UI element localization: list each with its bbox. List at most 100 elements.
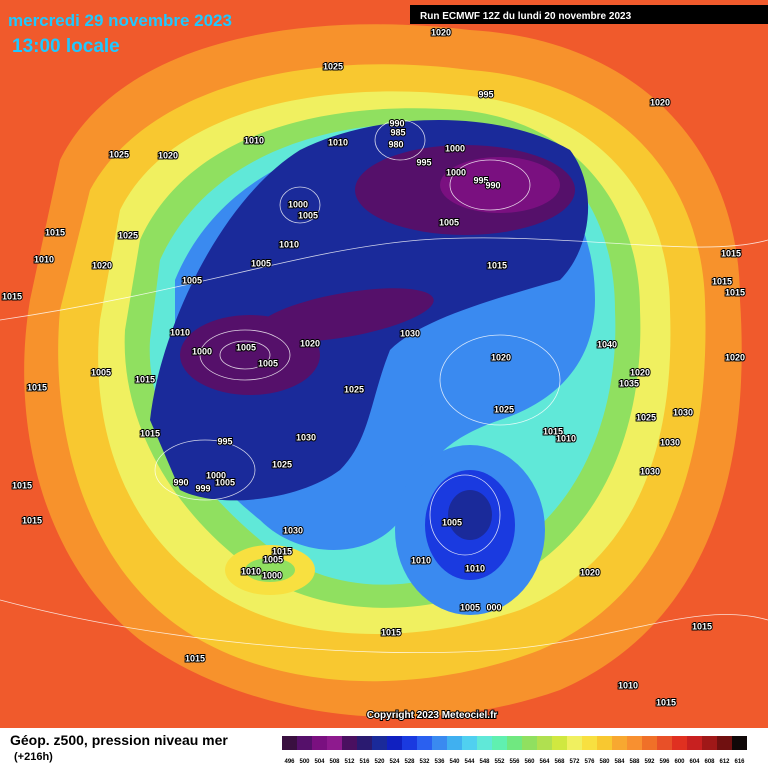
colorbar-label: 528 — [404, 759, 415, 765]
colorbar-label: 564 — [539, 759, 550, 765]
colorbar-swatch — [567, 736, 582, 750]
isobar-label: 1005 — [298, 210, 318, 220]
isobar-label: 1020 — [431, 27, 451, 37]
colorbar-label: 600 — [674, 759, 685, 765]
isobar-label: 1005 — [215, 477, 235, 487]
isobar-label: 995 — [473, 175, 488, 185]
colorbar-swatch — [702, 736, 717, 750]
isobar-label: 985 — [390, 127, 405, 137]
isobar-label: 1030 — [400, 328, 420, 338]
colorbar-label: 544 — [464, 759, 475, 765]
isobar-label: 1005 — [263, 554, 283, 564]
isobar-label: 1025 — [109, 149, 129, 159]
isobar-label: 1025 — [323, 61, 343, 71]
colorbar-label: 596 — [659, 759, 670, 765]
colorbar-label: 604 — [689, 759, 700, 765]
isobar-label: 1005 — [460, 602, 480, 612]
colorbar-label: 608 — [704, 759, 715, 765]
isobar-label: 1000 — [262, 570, 282, 580]
colorbar-swatch — [297, 736, 312, 750]
colorbar-swatch — [717, 736, 732, 750]
colorbar-swatch — [552, 736, 567, 750]
colorbar-swatch — [417, 736, 432, 750]
isobar-label: 1015 — [721, 248, 741, 258]
isobar-label: 1000 — [446, 167, 466, 177]
colorbar-label: 532 — [419, 759, 430, 765]
colorbar-swatch — [537, 736, 552, 750]
colorbar-label: 512 — [344, 759, 355, 765]
colorbar-label: 520 — [374, 759, 385, 765]
colorbar-swatch — [432, 736, 447, 750]
isobar-label: 1010 — [556, 433, 576, 443]
isobar-label: 1015 — [140, 428, 160, 438]
isobar-label: 1025 — [494, 404, 514, 414]
time-title: 13:00 locale — [12, 36, 120, 57]
colorbar-swatch — [402, 736, 417, 750]
isobar-label: 995 — [217, 436, 232, 446]
isobar-label: 1005 — [236, 342, 256, 352]
colorbar-swatch — [492, 736, 507, 750]
isobar-label: 1000 — [288, 199, 308, 209]
colorbar-swatch — [687, 736, 702, 750]
isobar-label: 1020 — [491, 352, 511, 362]
isobar-label: 1015 — [22, 515, 42, 525]
footer-lead: (+216h) — [14, 751, 53, 763]
isobar-label: 1030 — [640, 466, 660, 476]
colorbar-swatch — [342, 736, 357, 750]
isobar-label: 1020 — [300, 338, 320, 348]
map-background — [0, 0, 768, 728]
isobar-label: 1010 — [465, 563, 485, 573]
isobar-label: 1025 — [118, 230, 138, 240]
isobar-label: 1020 — [725, 352, 745, 362]
colorbar-swatch — [282, 736, 297, 750]
colorbar-swatch — [522, 736, 537, 750]
isobar-label: 1005 — [91, 367, 111, 377]
isobar-label: 1020 — [158, 150, 178, 160]
colorbar-label: 616 — [734, 759, 745, 765]
colorbar-label: 556 — [509, 759, 520, 765]
isobar-label: 1025 — [344, 384, 364, 394]
isobar-label: 1035 — [619, 378, 639, 388]
colorbar-label: 552 — [494, 759, 505, 765]
isobar-label: 990 — [173, 477, 188, 487]
isobar-label: 1000 — [192, 346, 212, 356]
isobar-label: 1030 — [283, 525, 303, 535]
isobar-label: 1015 — [487, 260, 507, 270]
colorbar-label: 540 — [449, 759, 460, 765]
copyright: Copyright 2023 Meteociel.fr — [367, 710, 498, 721]
colorbar-label: 584 — [614, 759, 625, 765]
colorbar-swatch — [612, 736, 627, 750]
isobar-label: 1005 — [442, 517, 462, 527]
isobar-label: 1015 — [712, 276, 732, 286]
isobar-label: 1005 — [439, 217, 459, 227]
isobar-label: 990 — [485, 180, 500, 190]
colorbar-label: 536 — [434, 759, 445, 765]
isobar-label: 1015 — [381, 627, 401, 637]
colorbar-label: 516 — [359, 759, 370, 765]
isobar-label: 1020 — [580, 567, 600, 577]
isobar-label: 1030 — [296, 432, 316, 442]
isobars — [0, 119, 768, 653]
isobar-label: 1030 — [673, 407, 693, 417]
colorbar-swatch — [462, 736, 477, 750]
colorbar-swatch — [357, 736, 372, 750]
isobar-label: 1015 — [185, 653, 205, 663]
colorbar-swatch — [387, 736, 402, 750]
isobar-label: 980 — [388, 139, 403, 149]
isobar-label: 1000 — [445, 143, 465, 153]
colorbar-swatch — [507, 736, 522, 750]
isobar-label: 1020 — [92, 260, 112, 270]
colorbar-label: 524 — [389, 759, 400, 765]
colorbar-label: 496 — [284, 759, 295, 765]
colorbar-label: 580 — [599, 759, 610, 765]
colorbar-label: 508 — [329, 759, 340, 765]
isobar-label: 1020 — [630, 367, 650, 377]
isobar-label: 1040 — [597, 339, 617, 349]
date-title: mercredi 29 novembre 2023 — [8, 11, 232, 30]
run-box — [410, 5, 768, 24]
isobar-label: 1010 — [34, 254, 54, 264]
colorbar-label: 500 — [299, 759, 310, 765]
colorbar-swatch — [672, 736, 687, 750]
colorbar-label: 548 — [479, 759, 490, 765]
